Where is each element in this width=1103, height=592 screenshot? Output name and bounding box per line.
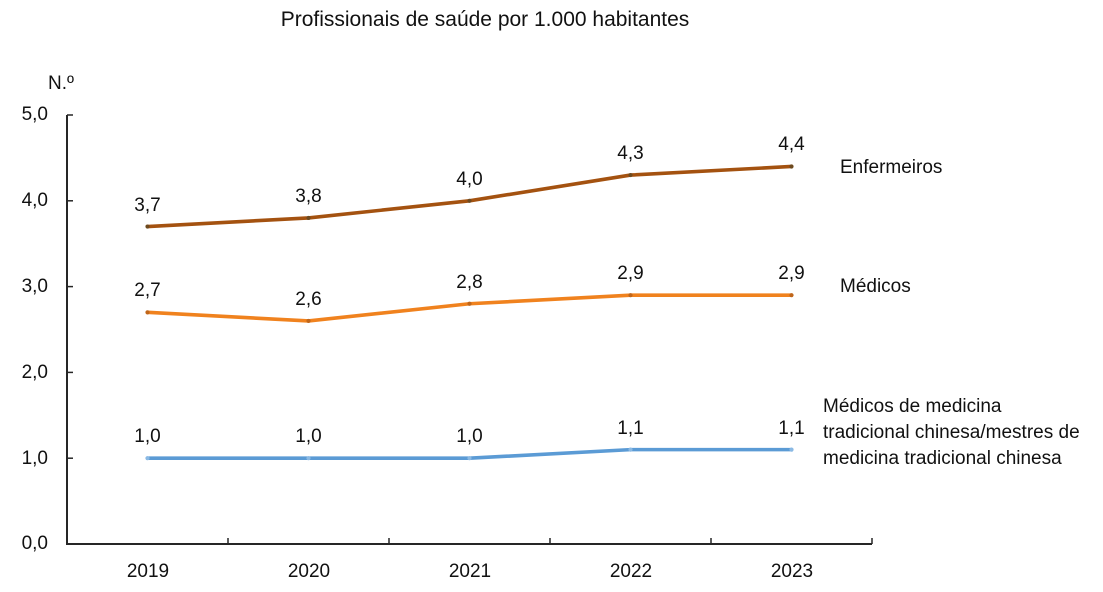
data-point-marker [628, 293, 633, 298]
data-label: 2,7 [134, 280, 161, 302]
x-tick-label: 2019 [126, 561, 170, 582]
data-point-marker [145, 224, 150, 229]
data-label: 1,0 [295, 426, 322, 448]
data-label: 1,1 [778, 417, 805, 439]
data-point-marker [306, 318, 311, 324]
data-point-marker [467, 301, 472, 306]
data-point-marker [145, 310, 150, 315]
y-tick-label: 0,0 [21, 533, 48, 554]
data-label: 2,9 [617, 263, 644, 285]
y-tick-label: 1,0 [21, 448, 48, 469]
data-point-marker [789, 447, 794, 452]
series-label-medicina-tradicional-chinesa: Médicos de medicina tradicional chinesa/… [823, 394, 1103, 472]
y-axis-unit-label: N.º [48, 73, 74, 94]
data-label: 2,8 [456, 271, 483, 293]
data-point-marker [628, 172, 633, 178]
series-label-line: Médicos de medicina [823, 396, 1002, 417]
chart-title: Profissionais de saúde por 1.000 habitan… [280, 8, 690, 31]
x-tick-label: 2020 [287, 561, 331, 582]
y-tick-label: 5,0 [21, 104, 48, 125]
series-label-line: tradicional chinesa/mestres de [823, 422, 1080, 443]
x-tick-label: 2021 [448, 561, 492, 582]
data-label: 2,9 [778, 263, 805, 285]
data-point-marker [628, 447, 633, 452]
y-tick-label: 3,0 [21, 276, 48, 297]
data-point-marker [145, 456, 150, 461]
data-label: 4,3 [617, 143, 644, 165]
data-point-marker [789, 293, 794, 298]
x-tick-label: 2022 [609, 561, 653, 582]
series-line-medicos [145, 293, 794, 323]
data-point-marker [467, 456, 472, 461]
data-label: 3,7 [134, 194, 161, 216]
data-point-marker [306, 215, 311, 221]
data-label: 1,1 [617, 417, 644, 439]
data-point-marker [306, 456, 311, 461]
series-label-line: medicina tradicional chinesa [823, 448, 1062, 469]
data-label: 2,6 [295, 288, 322, 310]
data-label: 3,8 [295, 185, 322, 207]
data-point-marker [789, 164, 794, 169]
data-label: 4,4 [778, 134, 805, 156]
data-label: 1,0 [456, 426, 483, 448]
data-label: 4,0 [456, 168, 483, 190]
y-tick-label: 2,0 [21, 362, 48, 383]
data-point-marker [467, 198, 472, 203]
series-label-medicos: Médicos [840, 276, 911, 297]
series-label-enfermeiros: Enfermeiros [840, 157, 943, 178]
y-tick-label: 4,0 [21, 190, 48, 211]
data-label: 1,0 [134, 426, 161, 448]
x-tick-label: 2023 [770, 561, 814, 582]
